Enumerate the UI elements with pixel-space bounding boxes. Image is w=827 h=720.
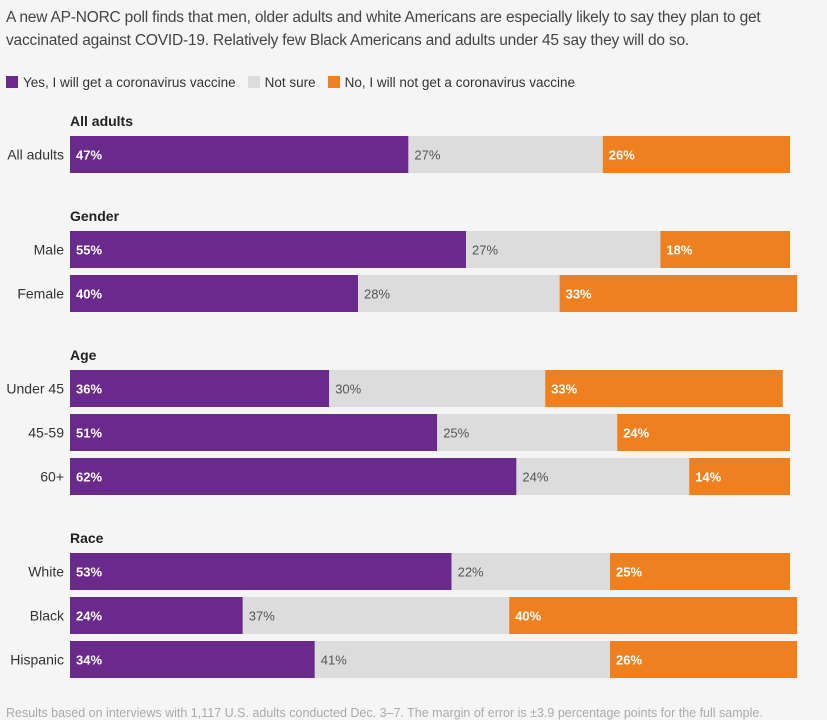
bar-segment-no — [617, 414, 790, 451]
bar-segment-yes — [70, 414, 438, 451]
row-label: White — [28, 564, 64, 580]
data-label: 55% — [76, 243, 102, 258]
data-label: 41% — [321, 653, 347, 668]
footnote: Results based on interviews with 1,117 U… — [6, 706, 763, 720]
data-label: 33% — [566, 287, 592, 302]
data-label: 26% — [616, 653, 642, 668]
stacked-bar-chart: All adults All adults 47% 27% 26% Gender Male 5… — [6, 113, 798, 678]
bar-segment-not_sure — [466, 231, 661, 268]
bar-segment-no — [509, 597, 798, 634]
row-label: All adults — [7, 147, 64, 163]
bar-segment-not_sure — [314, 641, 610, 678]
bar-segment-not_sure — [329, 370, 546, 407]
bar-segment-not_sure — [516, 458, 690, 495]
bar-segment-yes — [70, 231, 466, 268]
row-label: Male — [34, 242, 65, 258]
bar-segment-no — [660, 231, 790, 268]
data-label: 18% — [666, 243, 692, 258]
data-label: 40% — [515, 609, 541, 624]
data-label: 28% — [364, 287, 390, 302]
data-label: 27% — [414, 148, 440, 163]
data-label: 33% — [551, 382, 577, 397]
data-label: 14% — [695, 470, 721, 485]
group-title: All adults — [70, 113, 133, 129]
legend: Yes, I will get a coronavirus vaccine No… — [6, 72, 587, 92]
row-label: Hispanic — [10, 652, 64, 668]
data-label: 22% — [458, 565, 484, 580]
bar-segment-no — [610, 553, 790, 590]
data-label: 25% — [443, 426, 469, 441]
data-label: 25% — [616, 565, 642, 580]
bar-segment-not_sure — [358, 275, 560, 312]
data-label: 47% — [76, 148, 102, 163]
chart-subtitle: A new AP-NORC poll finds that men, older… — [6, 9, 761, 49]
data-label: 53% — [76, 565, 102, 580]
data-label: 34% — [76, 653, 102, 668]
legend-swatch-yes — [6, 76, 18, 88]
group-title: Gender — [70, 208, 120, 224]
data-label: 24% — [522, 470, 548, 485]
row-label: Female — [17, 286, 64, 302]
bar-segment-no — [602, 136, 790, 173]
legend-item-no: No, I will not get a coronavirus vaccine — [327, 74, 575, 90]
data-label: 40% — [76, 287, 102, 302]
data-label: 24% — [76, 609, 102, 624]
data-label: 26% — [609, 148, 635, 163]
data-label: 30% — [335, 382, 361, 397]
data-label: 27% — [472, 243, 498, 258]
data-label: 24% — [623, 426, 649, 441]
bar-segment-yes — [70, 553, 452, 590]
data-label: 51% — [76, 426, 102, 441]
data-label: 62% — [76, 470, 102, 485]
bar-segment-no — [689, 458, 790, 495]
row-label: 60+ — [40, 469, 64, 485]
bar-segment-yes — [70, 275, 358, 312]
legend-item-not-sure: Not sure — [247, 74, 316, 90]
bar-segment-yes — [70, 641, 315, 678]
bar-segment-yes — [70, 597, 243, 634]
bar-segment-yes — [70, 136, 409, 173]
legend-label-yes: Yes, I will get a coronavirus vaccine — [23, 74, 236, 90]
group-title: Race — [70, 530, 104, 546]
bar-segment-no — [559, 275, 798, 312]
legend-label-no: No, I will not get a coronavirus vaccine — [344, 74, 575, 90]
row-label: Black — [30, 608, 65, 624]
bar-segment-not_sure — [437, 414, 618, 451]
data-label: 36% — [76, 382, 102, 397]
data-label: 37% — [249, 609, 275, 624]
bar-segment-not_sure — [242, 597, 510, 634]
legend-swatch-no — [327, 76, 340, 88]
legend-label-not-sure: Not sure — [264, 74, 316, 90]
row-label: 45-59 — [28, 425, 64, 441]
legend-swatch-not-sure — [247, 76, 260, 88]
bar-segment-no — [610, 641, 798, 678]
legend-item-yes: Yes, I will get a coronavirus vaccine — [6, 75, 236, 90]
row-label: Under 45 — [6, 381, 64, 397]
bar-segment-yes — [70, 458, 517, 495]
bar-segment-not_sure — [451, 553, 610, 590]
bar-segment-not_sure — [408, 136, 603, 173]
bar-segment-yes — [70, 370, 330, 407]
group-title: Age — [70, 347, 97, 363]
bar-segment-no — [545, 370, 783, 407]
